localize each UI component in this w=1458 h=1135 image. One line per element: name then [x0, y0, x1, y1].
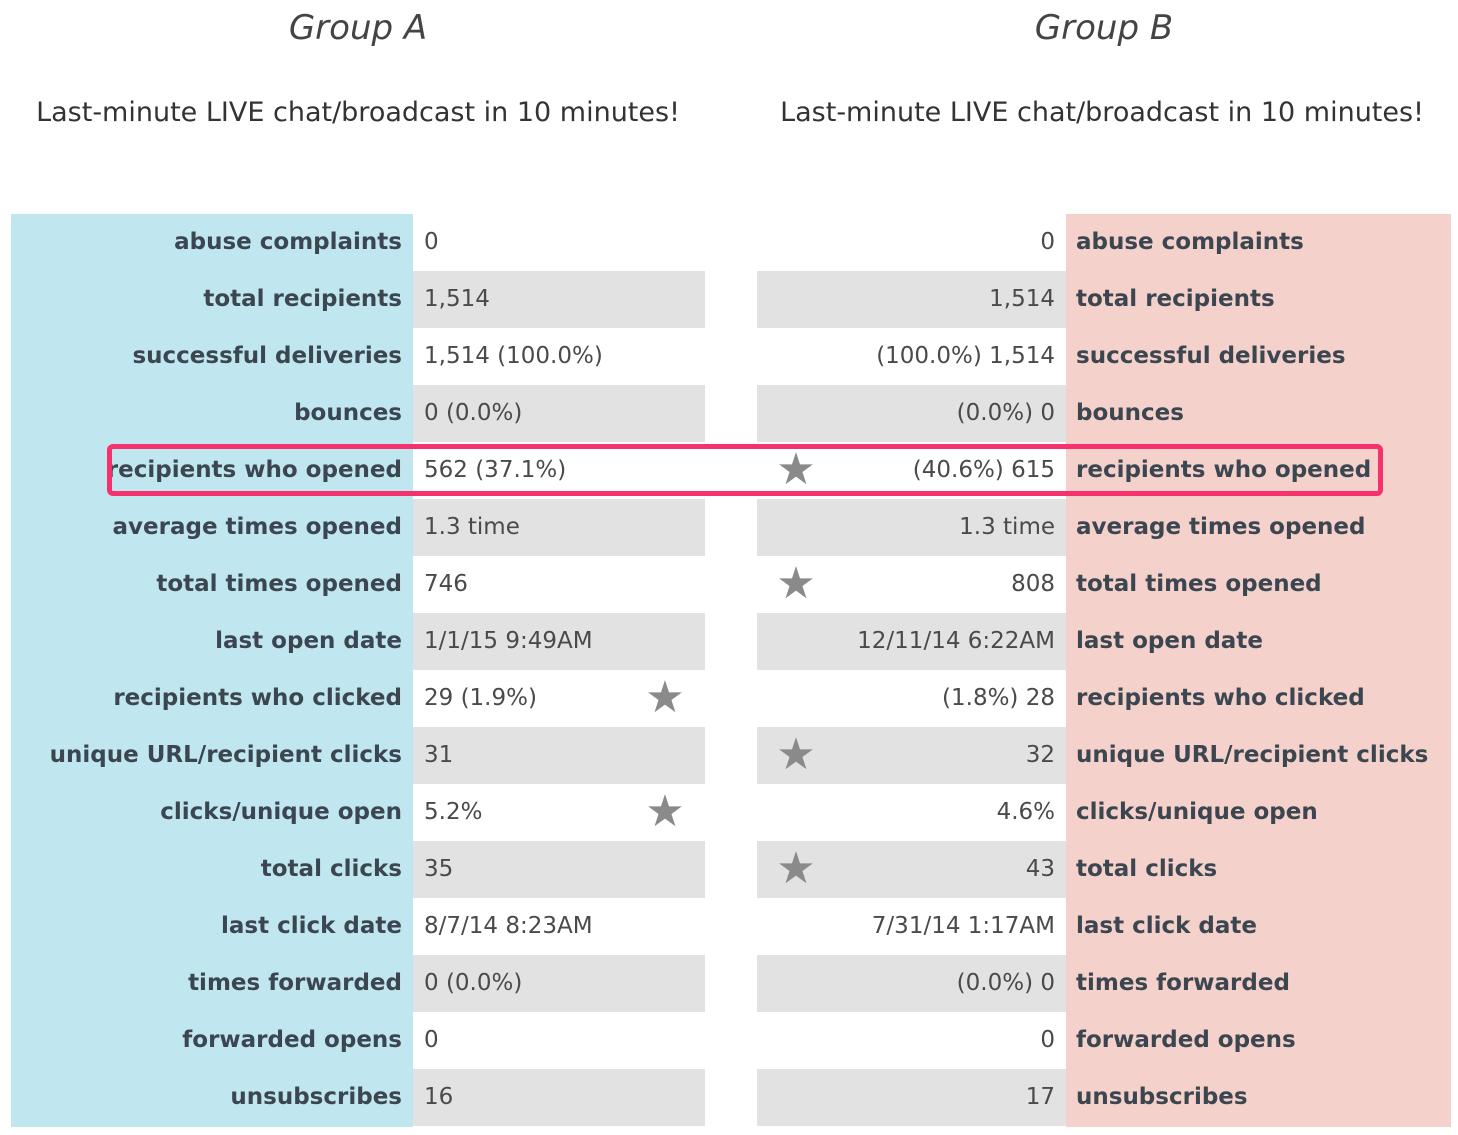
group-b-metric-value: 808 [1011, 571, 1055, 597]
star-icon: ★ [645, 786, 685, 837]
group-a-title: Group A [288, 8, 428, 48]
group-b-metric-value: (1.8%) 28 [942, 685, 1055, 711]
group-b-metric-label: total clicks [1076, 856, 1218, 882]
group-b-metric-label: recipients who opened [1076, 457, 1372, 483]
group-a-metric-label: forwarded opens [182, 1027, 402, 1053]
group-a-metric-value: 35 [413, 841, 705, 898]
group-a-metric-value: 8/7/14 8:23AM [424, 913, 593, 939]
group-a-metric-value: 0 [424, 229, 439, 255]
group-a-metric-value: 31 [413, 727, 705, 784]
group-b-metric-value: 7/31/14 1:17AM [871, 913, 1055, 939]
star-icon: ★ [645, 672, 685, 723]
group-b-metric-value: 1,514 [757, 271, 1066, 328]
group-a-metric-label: recipients who opened [106, 457, 402, 483]
group-b-metric-label: last click date [1076, 913, 1258, 939]
group-b-metric-value: 32 [757, 727, 1066, 784]
group-a-metric-label: total clicks [260, 856, 402, 882]
group-a-metric-value: 1,514 (100.0%) [424, 343, 603, 369]
group-a-metric-label: clicks/unique open [160, 799, 402, 825]
group-a-metric-label: abuse complaints [174, 229, 402, 255]
group-a-metric-value: 1/1/15 9:49AM [413, 613, 705, 670]
group-b-label-column [1066, 214, 1451, 1127]
group-a-metric-value: 0 (0.0%) [413, 955, 705, 1012]
group-a-metric-label: total recipients [203, 286, 402, 312]
group-b-metric-label: bounces [1076, 400, 1184, 426]
group-b-metric-value: 0 [1040, 1027, 1055, 1053]
group-a-metric-label: total times opened [156, 571, 402, 597]
group-a-metric-value: 746 [424, 571, 468, 597]
group-b-metric-value: 12/11/14 6:22AM [757, 613, 1066, 670]
group-b-metric-label: recipients who clicked [1076, 685, 1365, 711]
group-b-metric-label: unique URL/recipient clicks [1076, 742, 1429, 768]
star-icon: ★ [776, 843, 816, 894]
group-b-metric-value: (40.6%) 615 [912, 457, 1055, 483]
group-a-metric-label: average times opened [112, 514, 403, 540]
group-b-metric-label: unsubscribes [1076, 1084, 1248, 1110]
group-b-metric-label: total times opened [1076, 571, 1322, 597]
group-b-metric-label: total recipients [1076, 286, 1275, 312]
group-a-metric-label: last click date [220, 913, 402, 939]
group-a-metric-value: 16 [413, 1069, 705, 1126]
group-a-metric-label: times forwarded [188, 970, 402, 996]
star-icon: ★ [776, 729, 816, 780]
group-b-metric-label: forwarded opens [1076, 1027, 1296, 1053]
group-a-label-column [11, 214, 413, 1127]
group-a-metric-label: successful deliveries [132, 343, 402, 369]
group-b-metric-label: abuse complaints [1076, 229, 1304, 255]
group-b-metric-value: 17 [757, 1069, 1066, 1126]
group-b-title: Group B [1034, 8, 1174, 48]
group-b-metric-value: (0.0%) 0 [757, 955, 1066, 1012]
group-b-metric-value: (0.0%) 0 [757, 385, 1066, 442]
group-a-metric-label: unique URL/recipient clicks [49, 742, 402, 768]
group-a-metric-value: 29 (1.9%) [424, 685, 537, 711]
group-a-metric-label: bounces [294, 400, 402, 426]
group-a-metric-value: 1,514 [413, 271, 705, 328]
group-b-metric-value: 43 [757, 841, 1066, 898]
group-a-metric-value: 562 (37.1%) [424, 457, 567, 483]
group-a-metric-value: 0 (0.0%) [413, 385, 705, 442]
group-b-metric-label: clicks/unique open [1076, 799, 1318, 825]
group-a-subject: Last-minute LIVE chat/broadcast in 10 mi… [36, 97, 680, 128]
group-a-metric-label: last open date [215, 628, 402, 654]
group-b-metric-value: 0 [1040, 229, 1055, 255]
star-icon: ★ [776, 444, 816, 495]
group-a-metric-value: 1.3 time [413, 499, 705, 556]
group-b-metric-value: 4.6% [996, 799, 1055, 825]
group-b-metric-label: successful deliveries [1076, 343, 1346, 369]
group-b-metric-value: (100.0%) 1,514 [876, 343, 1055, 369]
group-a-metric-value: 0 [424, 1027, 439, 1053]
group-a-metric-value: 5.2% [424, 799, 483, 825]
group-b-metric-label: average times opened [1076, 514, 1366, 540]
group-b-subject: Last-minute LIVE chat/broadcast in 10 mi… [780, 97, 1424, 128]
star-icon: ★ [776, 558, 816, 609]
group-b-metric-label: last open date [1076, 628, 1263, 654]
group-b-metric-value: 1.3 time [757, 499, 1066, 556]
group-b-metric-label: times forwarded [1076, 970, 1290, 996]
group-a-metric-label: recipients who clicked [113, 685, 402, 711]
group-a-metric-label: unsubscribes [230, 1084, 402, 1110]
